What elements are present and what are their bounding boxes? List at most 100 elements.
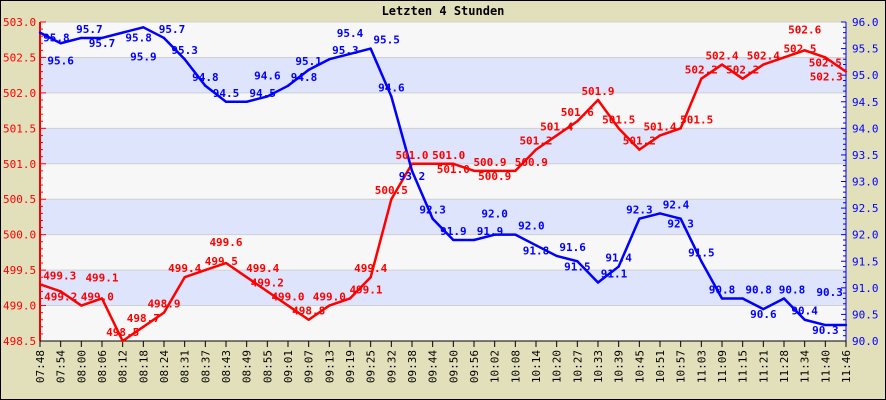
data-label: 502.2 — [726, 64, 759, 77]
plot-band — [40, 234, 846, 271]
data-point — [514, 233, 517, 236]
data-label: 502.5 — [809, 56, 842, 69]
data-label: 499.0 — [271, 291, 304, 304]
x-axis-tick-label: 09:01 — [282, 350, 295, 383]
data-label: 92.0 — [518, 220, 545, 233]
data-label: 501.4 — [540, 120, 573, 133]
x-axis-tick-label: 11:21 — [757, 350, 770, 383]
data-point — [472, 238, 476, 242]
right-axis-tick-label: 94.0 — [852, 122, 879, 135]
data-label: 95.9 — [130, 50, 157, 63]
data-point — [286, 304, 290, 307]
data-point — [204, 268, 207, 272]
data-label: 498.5 — [106, 326, 139, 339]
data-point — [493, 233, 496, 236]
data-label: 90.3 — [812, 324, 839, 337]
data-label: 499.6 — [209, 236, 242, 249]
x-axis-tick-label: 08:31 — [179, 350, 192, 383]
x-axis-tick-label: 11:03 — [695, 350, 708, 383]
x-axis-tick-label: 11:15 — [737, 350, 750, 383]
right-axis-tick-label: 92.0 — [852, 229, 879, 242]
data-label: 92.3 — [419, 204, 446, 217]
x-axis-tick-label: 08:12 — [117, 350, 130, 383]
data-label: 501.0 — [395, 149, 428, 162]
right-axis-tick-label: 91.0 — [852, 282, 879, 295]
data-label: 500.9 — [473, 156, 506, 169]
data-label: 95.5 — [373, 34, 400, 47]
data-point — [452, 238, 455, 242]
data-point — [183, 58, 186, 61]
data-point — [658, 212, 662, 215]
data-point — [452, 162, 455, 165]
data-point — [245, 100, 248, 103]
data-point — [514, 169, 517, 173]
data-label: 95.3 — [332, 44, 359, 57]
data-point — [493, 169, 496, 173]
data-point — [142, 26, 145, 29]
right-axis-tick-label: 91.5 — [852, 255, 879, 268]
data-point — [700, 260, 703, 263]
right-axis-tick-label: 95.5 — [852, 43, 879, 56]
plot-band — [40, 22, 846, 58]
x-axis-tick-label: 10:20 — [551, 350, 564, 383]
data-point — [390, 198, 393, 201]
plot-band — [40, 57, 846, 93]
data-label: 94.6 — [378, 81, 405, 94]
data-label: 499.5 — [205, 255, 238, 268]
x-axis-tick-label: 11:34 — [799, 350, 812, 383]
data-point — [369, 276, 372, 279]
data-label: 90.6 — [750, 308, 777, 321]
data-point — [824, 56, 827, 59]
data-label: 501.0 — [437, 163, 470, 176]
data-point — [844, 70, 848, 73]
data-label: 498.9 — [147, 298, 180, 311]
data-point — [162, 311, 166, 314]
data-point — [390, 95, 393, 98]
right-axis-tick-label: 94.5 — [852, 96, 879, 109]
data-point — [431, 217, 434, 220]
data-point — [286, 84, 290, 88]
right-axis-tick-label: 90.5 — [852, 308, 879, 321]
left-axis-tick-label: 499.5 — [3, 264, 36, 277]
data-point — [224, 261, 228, 265]
data-point — [328, 58, 331, 61]
plot-band — [40, 163, 846, 200]
data-label: 95.7 — [89, 37, 116, 50]
data-point — [142, 325, 145, 329]
data-point — [803, 318, 806, 321]
x-axis-tick-label: 11:40 — [819, 350, 832, 383]
data-label: 92.3 — [626, 204, 653, 217]
x-axis-tick-label: 09:44 — [427, 350, 440, 383]
x-axis-tick-label: 10:33 — [592, 350, 605, 383]
data-point — [741, 297, 744, 300]
data-label: 95.8 — [43, 32, 70, 45]
x-axis-tick-label: 07:54 — [55, 350, 68, 383]
x-axis-tick-label: 11:46 — [840, 350, 853, 383]
data-point — [183, 276, 186, 279]
data-point — [720, 63, 724, 66]
data-label: 499.1 — [349, 283, 382, 296]
plot-band — [40, 92, 846, 129]
x-axis-tick-label: 09:56 — [468, 350, 481, 383]
data-point — [555, 134, 558, 137]
data-point — [679, 217, 682, 220]
data-point — [307, 318, 310, 321]
data-label: 91.6 — [559, 241, 586, 254]
data-point — [658, 134, 662, 137]
data-point — [59, 42, 62, 45]
x-axis-tick-label: 08:49 — [241, 350, 254, 383]
data-label: 95.8 — [125, 32, 152, 45]
right-axis-tick-label: 92.5 — [852, 202, 879, 215]
x-axis-tick-label: 09:50 — [447, 350, 460, 383]
data-point — [224, 100, 228, 103]
data-label: 498.7 — [127, 312, 160, 325]
data-point — [121, 31, 124, 34]
right-axis-tick-label: 93.5 — [852, 149, 879, 162]
data-label: 91.5 — [564, 260, 591, 273]
data-label: 501.2 — [623, 135, 656, 148]
data-label: 499.4 — [246, 262, 279, 275]
data-point — [307, 68, 310, 72]
x-axis-tick-label: 11:09 — [716, 350, 729, 383]
data-point — [782, 297, 786, 300]
data-label: 95.3 — [171, 44, 198, 57]
